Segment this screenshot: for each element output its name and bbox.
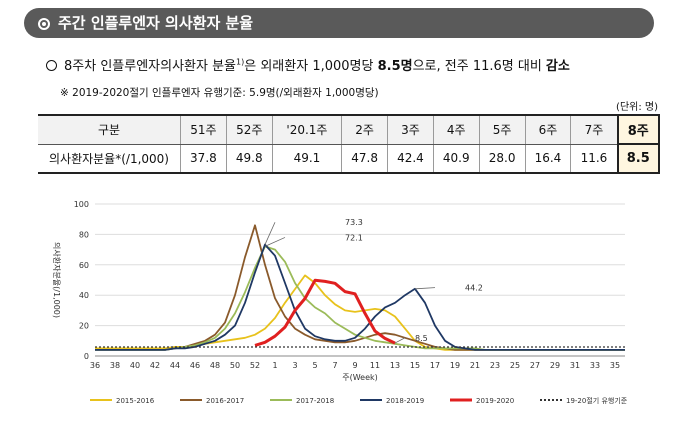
table-header-row: 구분 51주 52주 '20.1주 2주 3주 4주 5주 6주 7주 8주 <box>38 114 660 145</box>
x-tick-label: 25 <box>510 361 520 370</box>
summary-line: 8주차 인플루엔자의사환자 분율1)은 외래환자 1,000명당 8.5명으로,… <box>46 55 570 74</box>
x-tick-label: 38 <box>110 361 120 370</box>
y-tick-label: 0 <box>84 352 89 361</box>
x-tick-label: 33 <box>590 361 600 370</box>
bullet-icon <box>38 18 50 30</box>
weekly-rate-table: 구분 51주 52주 '20.1주 2주 3주 4주 5주 6주 7주 8주 의… <box>38 114 660 174</box>
legend-label: 19-20절기 유행기준 <box>566 396 628 405</box>
data-label: 73.3 <box>345 218 363 227</box>
legend-label: 2016-2017 <box>206 397 244 405</box>
x-tick-label: 3 <box>292 361 297 370</box>
x-tick-label: 11 <box>370 361 380 370</box>
x-tick-label: 29 <box>550 361 560 370</box>
x-tick-label: 48 <box>210 361 220 370</box>
x-tick-label: 17 <box>430 361 440 370</box>
header-cell: 구분 <box>38 114 181 145</box>
x-tick-label: 21 <box>470 361 480 370</box>
series-line <box>254 278 396 347</box>
header-cell: 6주 <box>524 114 571 145</box>
x-tick-label: 9 <box>352 361 357 370</box>
table-row: 의사환자분율*(/1,000) 37.8 49.8 49.1 47.8 42.4… <box>38 143 660 174</box>
table-cell-current: 8.5 <box>616 143 660 174</box>
summary-trend: 감소 <box>545 59 570 74</box>
x-tick-label: 36 <box>90 361 100 370</box>
y-tick-label: 100 <box>74 200 89 209</box>
x-tick-label: 42 <box>150 361 160 370</box>
series-line <box>95 224 625 351</box>
table-cell: 42.4 <box>387 144 434 174</box>
table-cell: 28.0 <box>478 144 526 174</box>
x-tick-label: 31 <box>570 361 580 370</box>
legend-label: 2017-2018 <box>296 397 334 405</box>
header-cell: 4주 <box>432 114 480 145</box>
y-axis-label: 의사환자분율(/1,000) <box>52 242 62 318</box>
x-tick-label: 7 <box>332 361 337 370</box>
summary-tail: 으로, 전주 11.6명 대비 <box>412 59 546 74</box>
y-tick-label: 20 <box>79 322 89 331</box>
y-tick-label: 40 <box>79 291 89 300</box>
row-label: 의사환자분율*(/1,000) <box>38 144 181 174</box>
annotation-leader <box>394 337 406 344</box>
table-cell: 49.1 <box>271 144 342 174</box>
x-tick-label: 23 <box>490 361 500 370</box>
annotation-leader <box>264 237 286 247</box>
x-tick-label: 46 <box>190 361 200 370</box>
x-tick-label: 44 <box>170 361 180 370</box>
summary-lead: 8주차 인플루엔자의사환자 분율 <box>64 59 237 74</box>
data-label: 8.5 <box>415 334 428 343</box>
legend-label: 2018-2019 <box>386 397 424 405</box>
x-tick-label: 35 <box>610 361 620 370</box>
epidemic-threshold-note: ※ 2019-2020절기 인플루엔자 유행기준: 5.9명(/외래환자 1,0… <box>60 87 379 99</box>
x-tick-label: 19 <box>450 361 460 370</box>
series-line <box>95 243 625 351</box>
x-tick-label: 13 <box>390 361 400 370</box>
data-label: 44.2 <box>465 284 483 293</box>
header-cell: 7주 <box>570 114 618 145</box>
data-label: 72.1 <box>345 233 363 242</box>
y-tick-label: 80 <box>79 230 89 239</box>
header-cell: 51주 <box>180 114 227 145</box>
section-title: 주간 인플루엔자 의사환자 분율 <box>58 14 254 32</box>
table-cell: 16.4 <box>524 144 571 174</box>
circle-bullet-icon <box>46 60 57 71</box>
table-cell: 11.6 <box>570 144 618 174</box>
legend-label: 2015-2016 <box>116 397 155 405</box>
x-tick-label: 15 <box>410 361 420 370</box>
legend-label: 2019-2020 <box>476 397 514 405</box>
y-tick-label: 60 <box>79 261 89 270</box>
annotation-leader <box>414 287 436 290</box>
x-tick-label: 1 <box>272 361 277 370</box>
table-cell: 40.9 <box>432 144 480 174</box>
header-cell: 52주 <box>225 114 273 145</box>
section-banner: 주간 인플루엔자 의사환자 분율 <box>24 8 654 38</box>
table-cell: 47.8 <box>341 144 388 174</box>
summary-value: 8.5명 <box>377 59 413 74</box>
x-tick-label: 27 <box>530 361 540 370</box>
annotation-leader <box>264 222 276 245</box>
header-cell: 3주 <box>387 114 434 145</box>
unit-label: (단위: 명) <box>616 102 658 113</box>
x-tick-label: 52 <box>250 361 260 370</box>
header-cell: 2주 <box>341 114 388 145</box>
x-axis-label: 주(Week) <box>342 373 378 382</box>
header-cell: 5주 <box>478 114 526 145</box>
table-cell: 37.8 <box>180 144 227 174</box>
table-cell: 49.8 <box>225 144 273 174</box>
header-cell: '20.1주 <box>271 114 342 145</box>
summary-mid: 은 외래환자 1,000명당 <box>244 59 378 74</box>
x-tick-label: 50 <box>230 361 240 370</box>
header-cell-current: 8주 <box>616 114 660 145</box>
footnote-ref: 1) <box>236 57 245 67</box>
x-tick-label: 5 <box>312 361 317 370</box>
x-tick-label: 40 <box>130 361 140 370</box>
